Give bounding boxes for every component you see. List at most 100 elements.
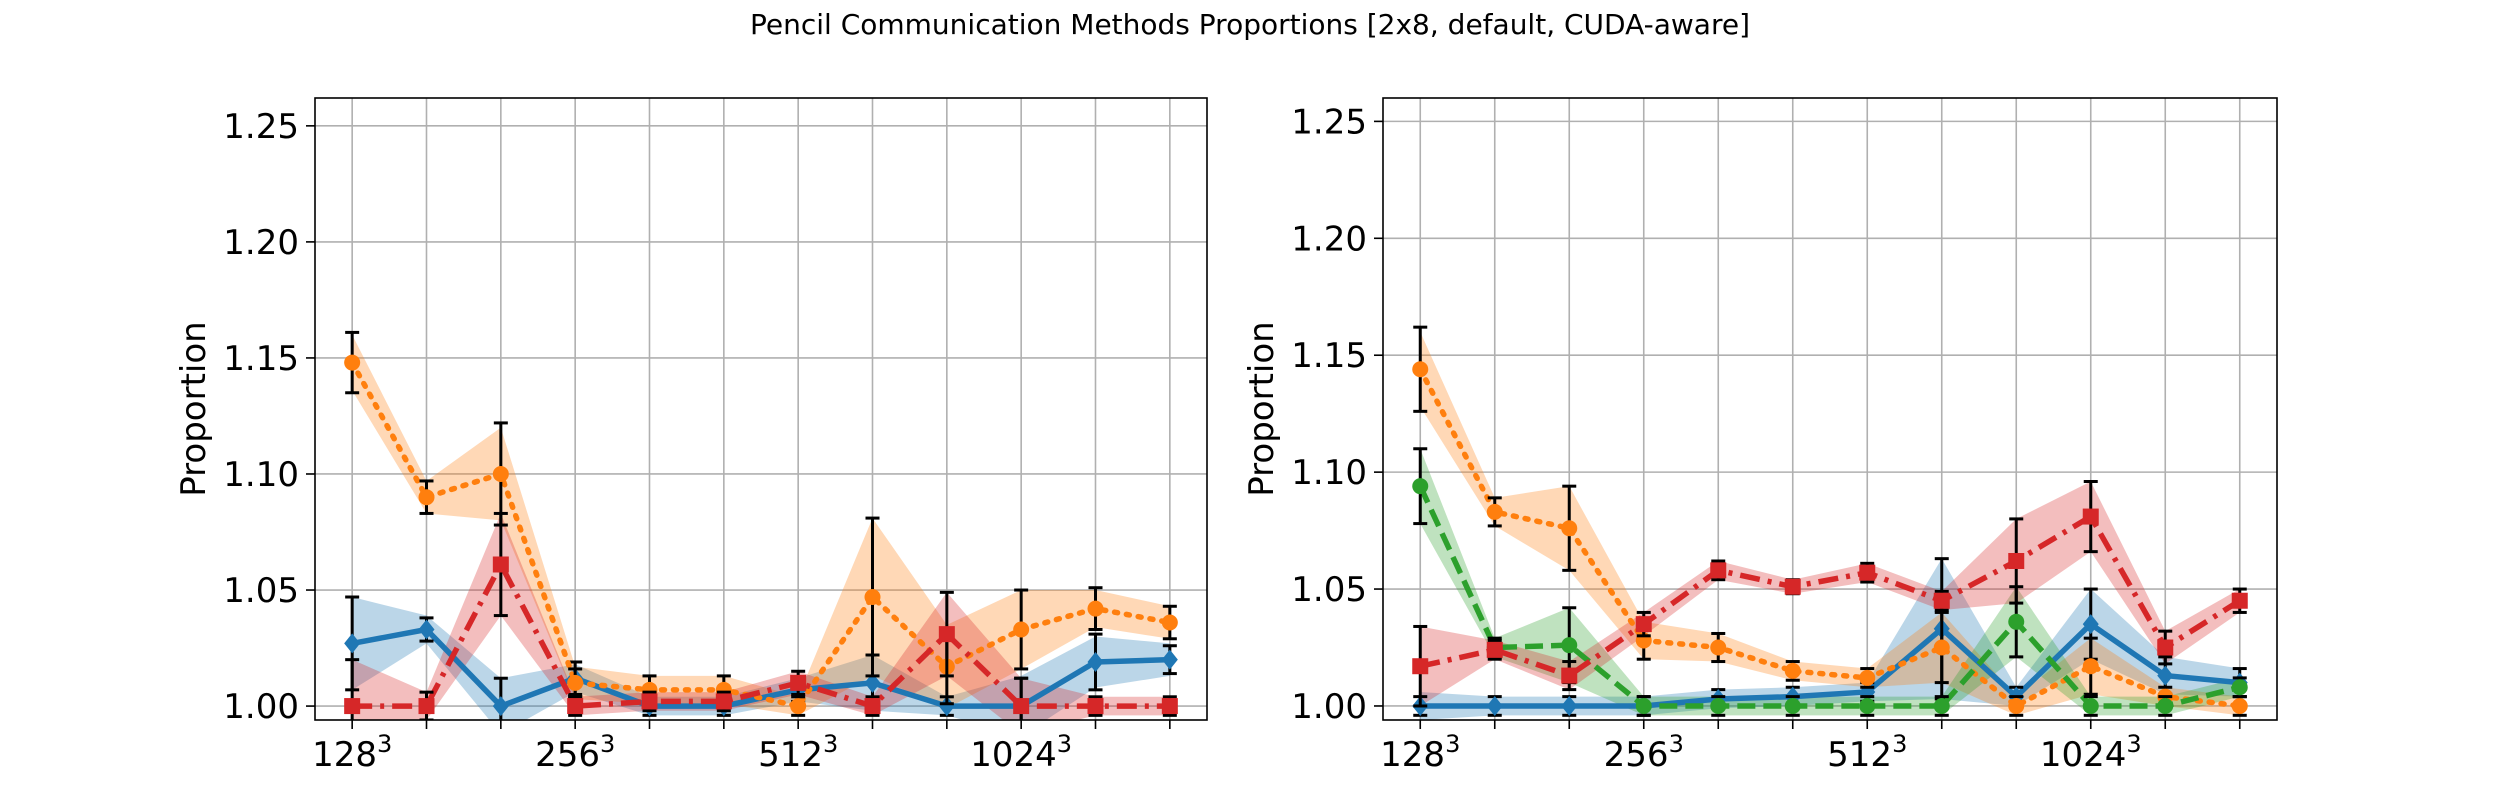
data-point-orange [567, 674, 584, 691]
data-point-orange [1561, 520, 1578, 537]
data-point-orange [1933, 639, 1950, 656]
data-point-orange [2231, 697, 2248, 714]
series-line-blue [1420, 621, 2241, 709]
data-point-red [641, 693, 658, 710]
data-point-blue [1486, 695, 1503, 716]
y-tick-label: 1.05 [1291, 570, 1367, 610]
y-tick-label: 1.25 [1291, 102, 1367, 142]
x-tick-label: 10243 [2040, 730, 2142, 775]
data-point-green [1859, 697, 1876, 714]
series-line-orange [349, 359, 1173, 709]
data-point-orange [2008, 697, 2025, 714]
data-point-red [2157, 639, 2174, 656]
data-point-green [2231, 679, 2248, 696]
data-point-blue [864, 672, 881, 693]
data-point-red [567, 698, 584, 715]
chart-panel-right: 1.00 1.05 1.10 1.15 1.20 1.25 1283 2563 5123 1024… [1242, 97, 2278, 775]
data-point-orange [1013, 621, 1030, 638]
confidence-band-red [1420, 481, 2240, 706]
data-point-green [1561, 637, 1578, 654]
data-point-orange [1412, 361, 1429, 378]
data-point-orange [1859, 669, 1876, 686]
x-tick-label: 10243 [970, 730, 1072, 775]
data-layer [1412, 325, 2248, 720]
data-point-green [1412, 478, 1429, 495]
data-point-blue [1561, 695, 1578, 716]
series-line-red [352, 561, 1170, 709]
y-tick-label: 1.20 [223, 223, 299, 263]
axes-frame [314, 97, 1208, 721]
data-point-orange [1161, 614, 1178, 631]
axes-frame [1382, 97, 2278, 721]
data-point-red [1635, 616, 1652, 633]
x-tick-label: 1283 [1380, 730, 1460, 775]
data-point-green [2157, 697, 2174, 714]
data-point-red [1013, 698, 1030, 715]
y-tick-label: 1.10 [223, 455, 299, 495]
x-tick-label: 1283 [312, 730, 392, 775]
data-point-green [2008, 613, 2025, 630]
y-tick-label: 1.15 [1291, 336, 1367, 376]
data-point-orange [492, 465, 509, 482]
data-point-red [1087, 698, 1104, 715]
data-point-blue [344, 633, 361, 654]
data-point-red [2008, 552, 2025, 569]
data-point-red [864, 698, 881, 715]
confidence-band-orange [352, 334, 1170, 716]
data-point-red [1710, 562, 1727, 579]
data-point-orange [1784, 662, 1801, 679]
data-point-red [1933, 592, 1950, 609]
data-point-green [1933, 697, 1950, 714]
confidence-band-green [1420, 448, 2240, 716]
x-tick-label: 5123 [758, 730, 838, 775]
data-point-red [344, 698, 361, 715]
data-point-red [2082, 508, 2099, 525]
data-point-blue [418, 619, 435, 640]
x-tick-label: 5123 [1827, 730, 1907, 775]
x-tick-label: 2563 [1604, 730, 1684, 775]
data-point-red [1161, 698, 1178, 715]
data-point-red [492, 556, 509, 573]
data-point-orange [418, 489, 435, 506]
data-point-red [418, 698, 435, 715]
data-point-red [790, 674, 807, 691]
data-point-green [1784, 697, 1801, 714]
series-line-orange [1417, 366, 2243, 709]
y-axis-label: Proportion [174, 321, 214, 496]
data-point-green [1635, 697, 1652, 714]
data-point-red [715, 693, 732, 710]
data-point-blue [1161, 649, 1178, 670]
data-point-red [1561, 667, 1578, 684]
y-tick-label: 1.15 [223, 339, 299, 379]
series-line-green [1417, 485, 2241, 709]
y-tick-label: 1.20 [1291, 219, 1367, 259]
data-point-red [1784, 578, 1801, 595]
data-point-blue [492, 696, 509, 717]
data-point-orange [1087, 600, 1104, 617]
data-point-orange [1710, 639, 1727, 656]
data-point-green [2082, 697, 2099, 714]
y-tick-label: 1.05 [223, 571, 299, 611]
data-layer [344, 330, 1178, 720]
data-point-green [1710, 697, 1727, 714]
data-point-red [1859, 564, 1876, 581]
confidence-band-blue [352, 596, 1170, 720]
data-point-red [2231, 592, 2248, 609]
confidence-band-red [352, 513, 1170, 720]
data-point-orange [790, 698, 807, 715]
data-point-orange [2082, 658, 2099, 675]
y-tick-label: 1.00 [223, 687, 299, 727]
figure-title: Pencil Communication Methods Proportions… [749, 8, 1751, 41]
confidence-band-orange [1420, 331, 2240, 716]
data-point-blue [1087, 651, 1104, 672]
chart-panel-left: 1.00 1.05 1.10 1.15 1.20 1.25 1283 2563 5123 1024… [174, 97, 1208, 775]
data-point-blue [2082, 614, 2099, 635]
data-point-red [1486, 641, 1503, 658]
y-tick-label: 1.00 [1291, 687, 1367, 727]
data-point-blue [2157, 665, 2174, 686]
data-point-red [1412, 658, 1429, 675]
data-point-orange [864, 588, 881, 605]
x-tick-label: 2563 [535, 730, 615, 775]
